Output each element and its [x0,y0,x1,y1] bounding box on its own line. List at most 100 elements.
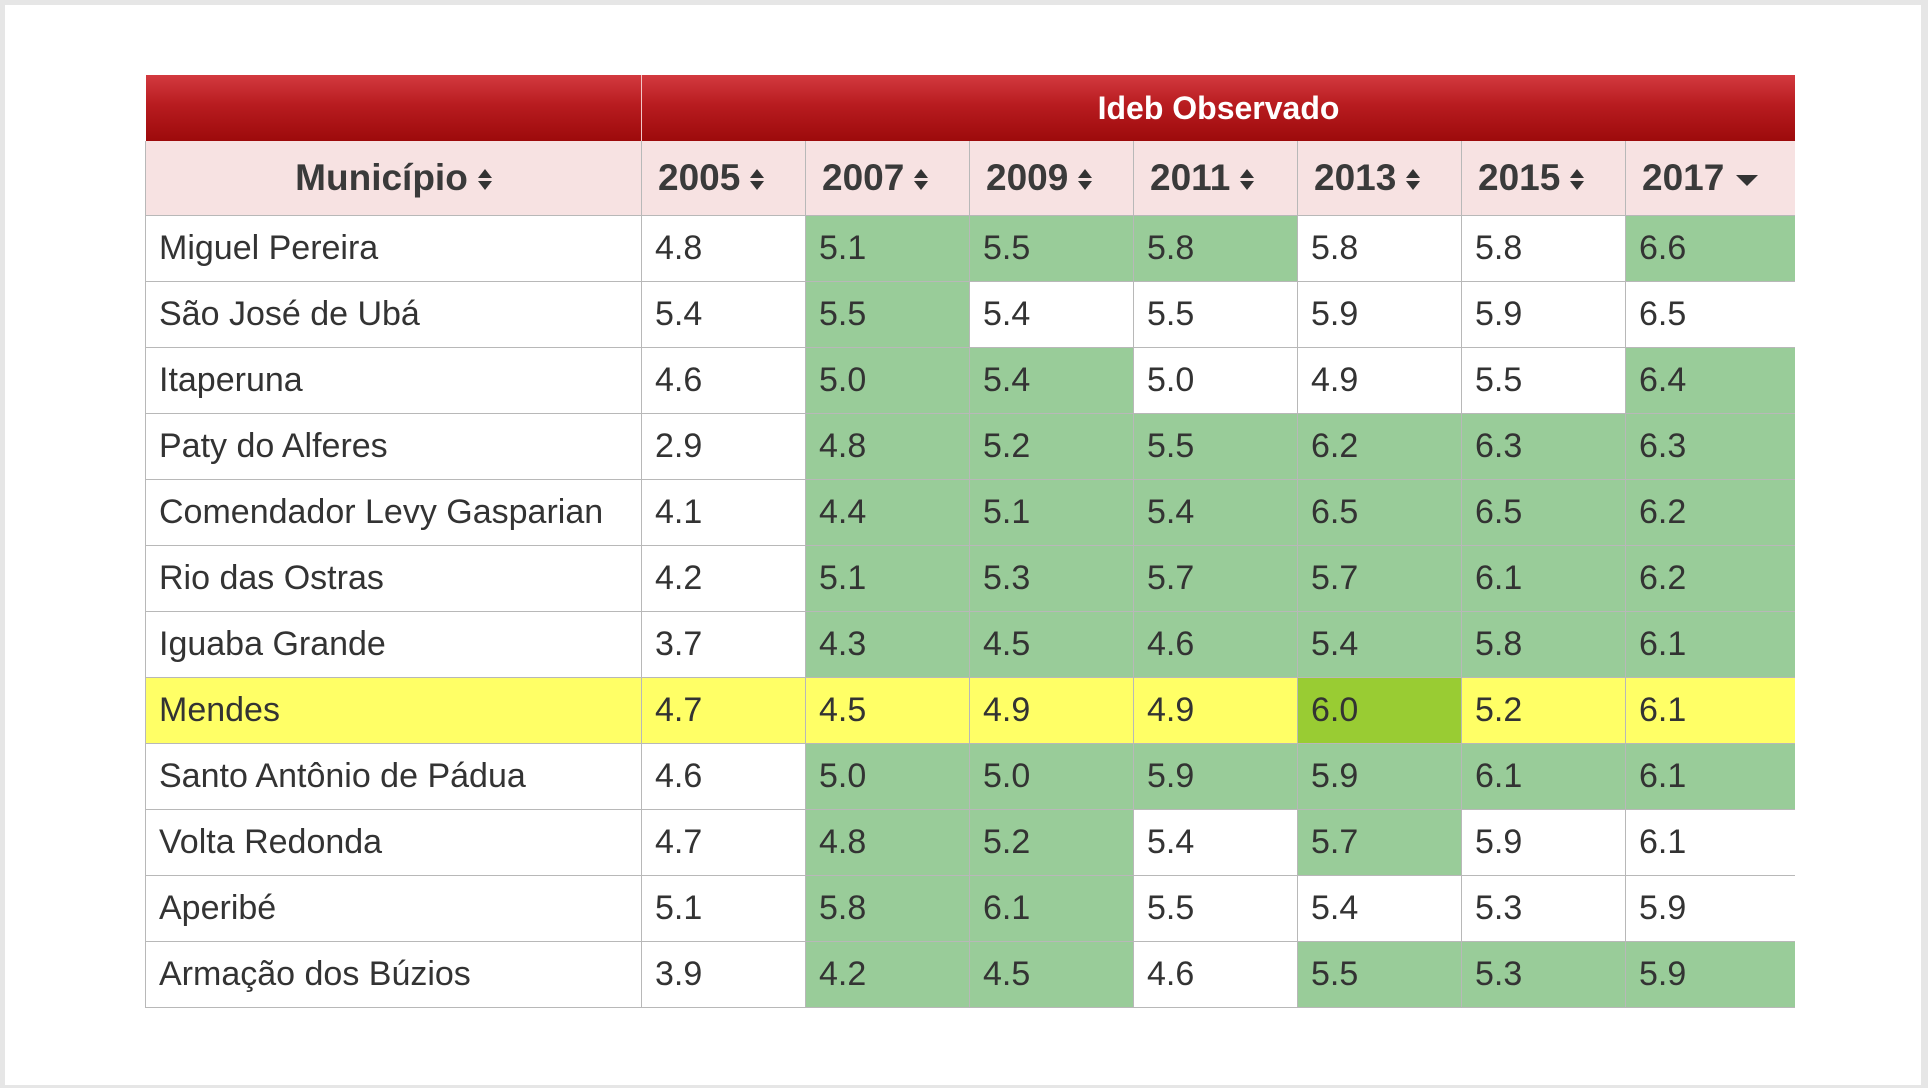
column-header-label: 2015 [1478,157,1561,198]
cell-municipio: Iguaba Grande [145,611,642,678]
table-body: Miguel Pereira 4.8 5.1 5.5 5.8 5.8 5.8 6.6 São J… [145,215,1795,1008]
cell-value: 5.5 [1297,941,1462,1008]
cell-value: 4.7 [641,677,806,744]
column-header-2009[interactable]: 2009 [969,141,1134,216]
cell-value: 5.4 [1133,809,1298,876]
cell-value: 5.0 [805,743,970,810]
cell-value: 5.5 [805,281,970,348]
table-row: Mendes 4.7 4.5 4.9 4.9 6.0 5.2 6.1 [145,677,1795,744]
cell-value: 3.9 [641,941,806,1008]
cell-value: 6.5 [1297,479,1462,546]
cell-value: 4.9 [969,677,1134,744]
cell-value: 5.0 [969,743,1134,810]
cell-value: 6.1 [1461,545,1626,612]
cell-value: 6.4 [1624,347,1795,414]
cell-value: 4.8 [805,809,970,876]
column-header-2007[interactable]: 2007 [805,141,970,216]
column-header-row: Município 2005 2007 2009 2011 2013 2015 2017 [145,141,1795,216]
cell-value: 6.2 [1297,413,1462,480]
cell-value: 5.8 [1461,215,1626,282]
cell-value: 5.5 [969,215,1134,282]
cell-value: 4.5 [805,677,970,744]
ideb-table: Ideb Observado Município 2005 2007 2009 2011… [145,75,1795,1008]
cell-value: 6.1 [1624,809,1795,876]
column-header-2017[interactable]: 2017 [1624,141,1795,216]
cell-value: 5.9 [1133,743,1298,810]
column-header-2015[interactable]: 2015 [1461,141,1626,216]
cell-value: 5.5 [1133,281,1298,348]
column-header-label: 2013 [1314,157,1397,198]
cell-value: 6.1 [1624,743,1795,810]
cell-value: 5.8 [1133,215,1298,282]
table-row: Volta Redonda 4.7 4.8 5.2 5.4 5.7 5.9 6.1 [145,809,1795,876]
sort-both-icon [750,167,765,193]
cell-value: 6.2 [1624,545,1795,612]
ideb-table-container: Ideb Observado Município 2005 2007 2009 2011… [145,75,1795,1025]
cell-value: 5.3 [1461,875,1626,942]
table-row: Armação dos Búzios 3.9 4.2 4.5 4.6 5.5 5.3 5.9 [145,941,1795,1008]
cell-value: 5.5 [1461,347,1626,414]
column-header-municipio[interactable]: Município [145,141,642,216]
cell-value: 5.9 [1297,743,1462,810]
cell-value: 5.2 [1461,677,1626,744]
cell-value: 4.1 [641,479,806,546]
cell-value: 5.0 [1133,347,1298,414]
cell-value: 5.4 [641,281,806,348]
sort-both-icon [1406,167,1421,193]
column-header-2013[interactable]: 2013 [1297,141,1462,216]
cell-value: 5.7 [1297,809,1462,876]
cell-value: 6.5 [1624,281,1795,348]
group-header-row: Ideb Observado [145,75,1795,141]
cell-value: 4.4 [805,479,970,546]
table-row: Aperibé 5.1 5.8 6.1 5.5 5.4 5.3 5.9 [145,875,1795,942]
sort-both-icon [1078,167,1093,193]
cell-value: 6.1 [1624,677,1795,744]
cell-value: 4.8 [805,413,970,480]
column-header-label: 2007 [822,157,905,198]
cell-value: 6.1 [969,875,1134,942]
table-row: Santo Antônio de Pádua 4.6 5.0 5.0 5.9 5.9 6.1… [145,743,1795,810]
cell-value: 6.6 [1624,215,1795,282]
cell-value: 5.8 [805,875,970,942]
cell-value: 5.4 [969,281,1134,348]
cell-value: 5.8 [1297,215,1462,282]
cell-value: 5.0 [805,347,970,414]
group-header-blank [145,75,642,141]
sort-descending-icon [1736,174,1759,186]
cell-value: 4.5 [969,611,1134,678]
cell-value: 6.3 [1624,413,1795,480]
column-header-label: Município [295,157,468,198]
cell-value: 5.9 [1297,281,1462,348]
cell-municipio: Miguel Pereira [145,215,642,282]
cell-value: 5.4 [1297,875,1462,942]
table-row: Iguaba Grande 3.7 4.3 4.5 4.6 5.4 5.8 6.1 [145,611,1795,678]
cell-value: 6.1 [1461,743,1626,810]
cell-value: 5.3 [1461,941,1626,1008]
cell-value: 6.0 [1297,677,1462,744]
cell-value: 4.9 [1297,347,1462,414]
cell-value: 5.9 [1624,875,1795,942]
cell-municipio: Paty do Alferes [145,413,642,480]
cell-value: 5.3 [969,545,1134,612]
cell-value: 4.6 [1133,941,1298,1008]
page: Ideb Observado Município 2005 2007 2009 2011… [5,5,1921,1085]
column-header-2011[interactable]: 2011 [1133,141,1298,216]
column-header-2005[interactable]: 2005 [641,141,806,216]
cell-value: 5.1 [805,545,970,612]
cell-value: 4.6 [641,743,806,810]
sort-both-icon [477,167,492,193]
cell-municipio: Rio das Ostras [145,545,642,612]
cell-value: 6.1 [1624,611,1795,678]
cell-value: 6.5 [1461,479,1626,546]
table-row: Itaperuna 4.6 5.0 5.4 5.0 4.9 5.5 6.4 [145,347,1795,414]
sort-both-icon [1240,167,1255,193]
table-row: Comendador Levy Gasparian 4.1 4.4 5.1 5.4 6.5… [145,479,1795,546]
sort-both-icon [914,167,929,193]
cell-value: 6.3 [1461,413,1626,480]
table-row: Rio das Ostras 4.2 5.1 5.3 5.7 5.7 6.1 6.2 [145,545,1795,612]
cell-value: 4.2 [805,941,970,1008]
cell-value: 5.5 [1133,413,1298,480]
table-row: Miguel Pereira 4.8 5.1 5.5 5.8 5.8 5.8 6.6 [145,215,1795,282]
cell-value: 5.9 [1624,941,1795,1008]
cell-municipio: São José de Ubá [145,281,642,348]
